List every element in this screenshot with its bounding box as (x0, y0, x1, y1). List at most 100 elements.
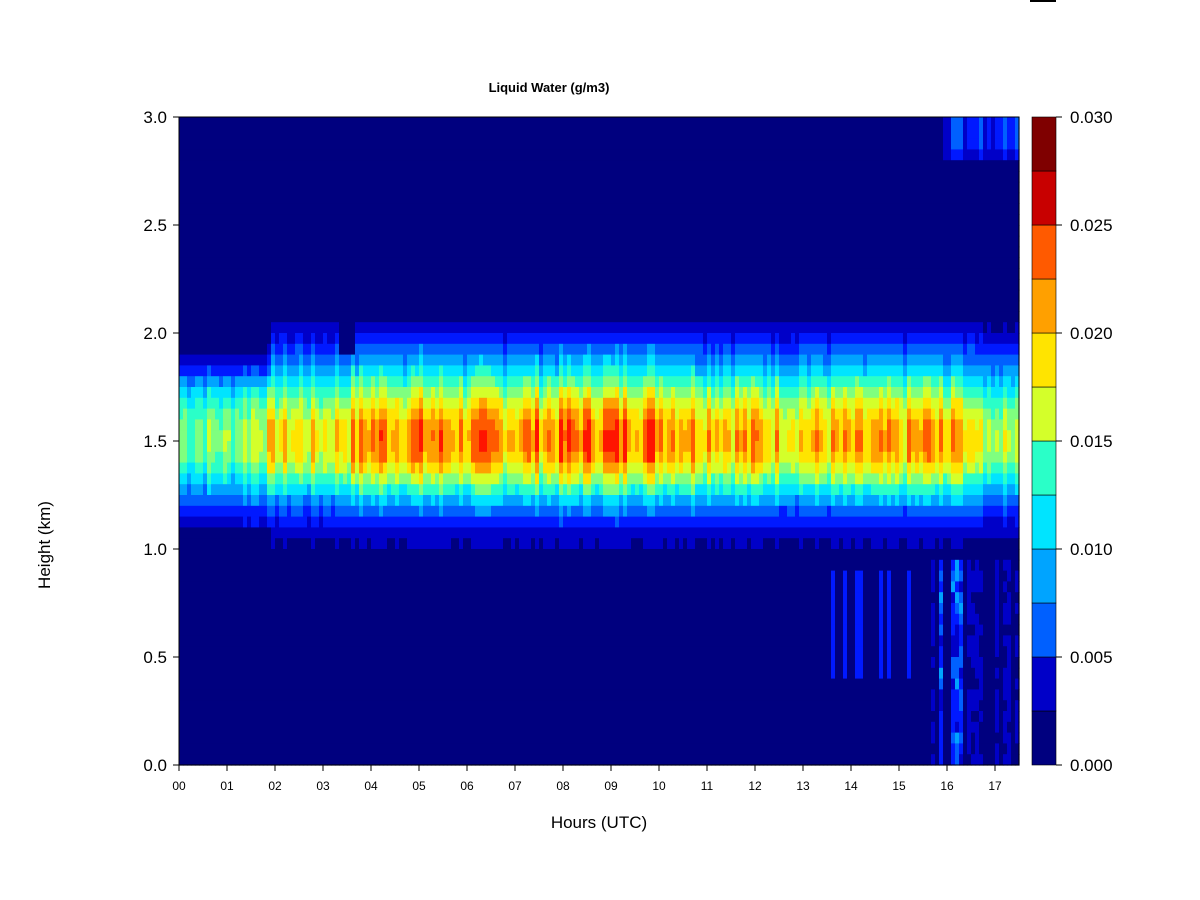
heatmap-cell (231, 732, 236, 744)
heatmap-cell (367, 408, 372, 420)
heatmap-cell (235, 419, 240, 431)
heatmap-cell (403, 592, 408, 604)
heatmap-cell (419, 527, 424, 539)
heatmap-cell (351, 225, 356, 237)
heatmap-cell (355, 667, 360, 680)
heatmap-cell (183, 397, 188, 410)
heatmap-cell (227, 214, 232, 226)
heatmap-cell (271, 171, 276, 183)
heatmap-cell (503, 225, 508, 237)
heatmap-cell (439, 451, 444, 464)
heatmap-cell (191, 484, 196, 496)
heatmap-cell (307, 603, 312, 615)
heatmap-cell (455, 711, 460, 723)
heatmap-cell (203, 279, 208, 291)
heatmap-cell (347, 462, 352, 474)
heatmap-cell (259, 257, 264, 269)
heatmap-cell (247, 711, 252, 723)
heatmap-cell (483, 570, 488, 582)
heatmap-cell (183, 279, 188, 291)
heatmap-cell (471, 117, 476, 129)
heatmap-cell (423, 613, 428, 626)
heatmap-cell (479, 462, 484, 474)
heatmap-cell (499, 430, 504, 442)
heatmap-cell (367, 160, 372, 172)
heatmap-cell (283, 495, 288, 507)
heatmap-cell (219, 225, 224, 237)
heatmap-cell (491, 279, 496, 291)
heatmap-cell (375, 127, 380, 140)
heatmap-cell (391, 624, 396, 636)
heatmap-cell (243, 354, 248, 366)
heatmap-cell (199, 505, 204, 518)
heatmap-cell (339, 430, 344, 442)
heatmap-cell (327, 160, 332, 172)
heatmap-cell (255, 408, 260, 420)
heatmap-cell (359, 559, 364, 572)
heatmap-cell (335, 678, 340, 690)
heatmap-cell (363, 311, 368, 323)
heatmap-cell (291, 603, 296, 615)
heatmap-cell (363, 203, 368, 215)
heatmap-cell (211, 246, 216, 258)
heatmap-cell (355, 624, 360, 636)
heatmap-cell (367, 257, 372, 269)
heatmap-cell (183, 289, 188, 302)
heatmap-cell (431, 279, 436, 291)
heatmap-cell (223, 538, 228, 550)
heatmap-cell (403, 516, 408, 528)
heatmap-cell (459, 387, 464, 399)
heatmap-cell (187, 430, 192, 442)
heatmap-cell (415, 473, 420, 485)
heatmap-cell (231, 624, 236, 636)
heatmap-cell (195, 311, 200, 323)
heatmap-cell (279, 408, 284, 420)
heatmap-cell (323, 149, 328, 161)
heatmap-cell (203, 117, 208, 129)
heatmap-cell (391, 192, 396, 204)
heatmap-cell (467, 667, 472, 680)
heatmap-cell (307, 171, 312, 183)
heatmap-cell (475, 225, 480, 237)
heatmap-cell (343, 451, 348, 464)
heatmap-cell (179, 343, 184, 356)
heatmap-cell (231, 117, 236, 129)
heatmap-cell (231, 160, 236, 172)
heatmap-cell (231, 549, 236, 561)
heatmap-cell (499, 246, 504, 258)
heatmap-cell (503, 430, 508, 442)
heatmap-cell (363, 354, 368, 366)
heatmap-cell (379, 635, 384, 647)
heatmap-cell (211, 268, 216, 280)
heatmap-cell (439, 149, 444, 161)
heatmap-cell (499, 689, 504, 701)
heatmap-cell (415, 268, 420, 280)
heatmap-cell (487, 419, 492, 431)
heatmap-cell (383, 268, 388, 280)
heatmap-cell (199, 181, 204, 194)
heatmap-cell (419, 700, 424, 712)
heatmap-cell (351, 603, 356, 615)
heatmap-cell (287, 376, 292, 388)
heatmap-cell (339, 419, 344, 431)
heatmap-cell (207, 397, 212, 410)
heatmap-cell (287, 451, 292, 464)
heatmap-cell (255, 613, 260, 626)
heatmap-cell (179, 441, 184, 453)
heatmap-cell (319, 138, 324, 150)
heatmap-cell (299, 214, 304, 226)
heatmap-cell (483, 732, 488, 744)
heatmap-cell (495, 138, 500, 150)
heatmap-cell (339, 635, 344, 647)
heatmap-cell (183, 117, 188, 129)
heatmap-cell (219, 408, 224, 420)
heatmap-cell (223, 171, 228, 183)
heatmap-cell (239, 538, 244, 550)
heatmap-cell (299, 181, 304, 194)
heatmap-cell (263, 754, 268, 766)
heatmap-cell (259, 635, 264, 647)
heatmap-cell (319, 246, 324, 258)
heatmap-cell (203, 549, 208, 561)
heatmap-cell (203, 711, 208, 723)
heatmap-cell (187, 397, 192, 410)
